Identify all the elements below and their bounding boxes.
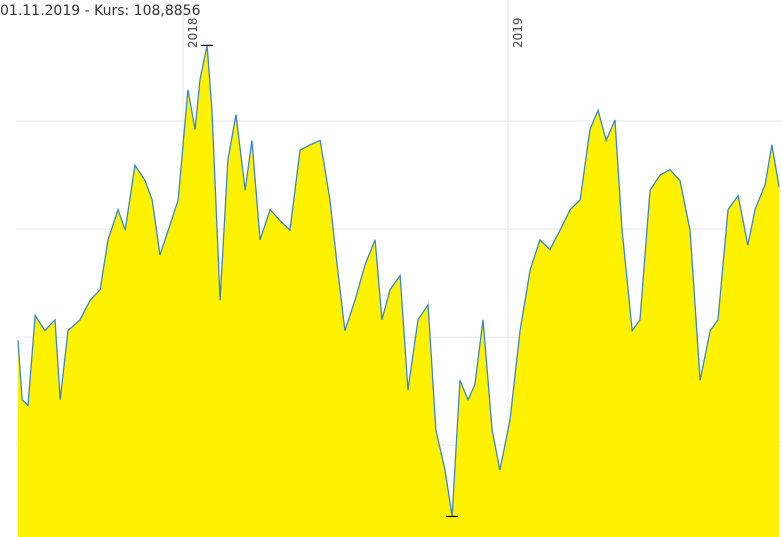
- line: [17, 45, 780, 517]
- x-tick-label: 2018: [186, 17, 200, 48]
- x-tick-label: 2019: [511, 17, 525, 48]
- area: [17, 45, 780, 537]
- labels: 2018 2019: [186, 17, 525, 48]
- chart-title: 01.11.2019 - Kurs: 108,8856: [0, 3, 201, 19]
- plot-area: [17, 44, 780, 537]
